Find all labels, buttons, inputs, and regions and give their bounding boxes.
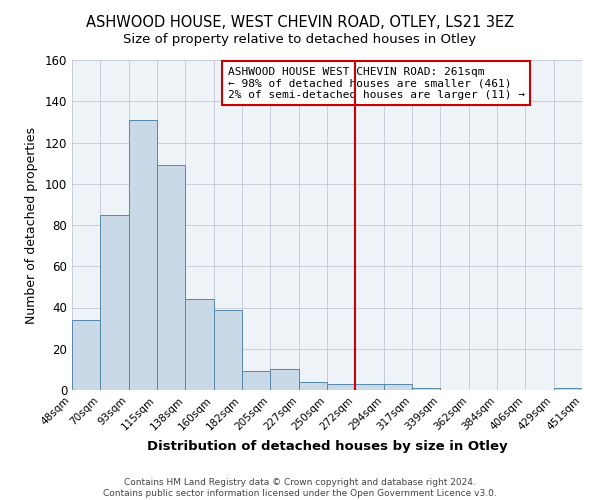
Bar bbox=[412, 388, 440, 390]
Bar bbox=[100, 214, 128, 390]
Y-axis label: Number of detached properties: Number of detached properties bbox=[25, 126, 38, 324]
Bar bbox=[327, 384, 355, 390]
Text: Contains HM Land Registry data © Crown copyright and database right 2024.
Contai: Contains HM Land Registry data © Crown c… bbox=[103, 478, 497, 498]
X-axis label: Distribution of detached houses by size in Otley: Distribution of detached houses by size … bbox=[146, 440, 508, 453]
Bar bbox=[157, 165, 185, 390]
Bar bbox=[271, 370, 299, 390]
Bar bbox=[554, 388, 582, 390]
Bar bbox=[72, 320, 100, 390]
Bar bbox=[383, 384, 412, 390]
Text: ASHWOOD HOUSE, WEST CHEVIN ROAD, OTLEY, LS21 3EZ: ASHWOOD HOUSE, WEST CHEVIN ROAD, OTLEY, … bbox=[86, 15, 514, 30]
Bar bbox=[355, 384, 383, 390]
Bar bbox=[128, 120, 157, 390]
Bar bbox=[242, 372, 271, 390]
Text: Size of property relative to detached houses in Otley: Size of property relative to detached ho… bbox=[124, 32, 476, 46]
Bar bbox=[214, 310, 242, 390]
Text: ASHWOOD HOUSE WEST CHEVIN ROAD: 261sqm
← 98% of detached houses are smaller (461: ASHWOOD HOUSE WEST CHEVIN ROAD: 261sqm ←… bbox=[227, 66, 524, 100]
Bar bbox=[299, 382, 327, 390]
Bar bbox=[185, 299, 214, 390]
